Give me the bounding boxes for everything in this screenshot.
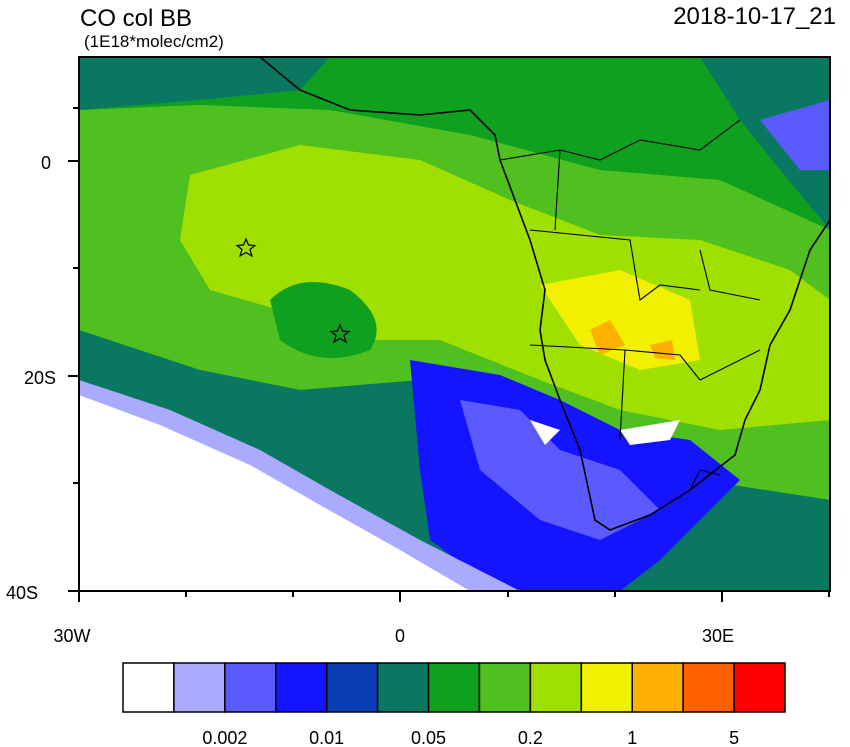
field [79, 57, 830, 591]
lat-label: 40S [6, 583, 38, 603]
colorbar-label: 0.2 [518, 728, 543, 747]
coastline [259, 57, 830, 531]
stars [235, 237, 351, 344]
colorbar-box [427, 662, 481, 713]
colorbar-box [631, 662, 684, 713]
colorbar-label: 1 [627, 728, 637, 747]
colorbar-box [580, 662, 633, 713]
field-teal-ne [700, 57, 830, 230]
lat-label: 0 [41, 153, 51, 173]
lon-label: 30W [53, 626, 90, 646]
colorbar-box [529, 662, 583, 713]
title: CO col BB [80, 5, 192, 32]
field-white-patch [530, 420, 680, 445]
field-teal-north [79, 57, 330, 110]
borders [499, 119, 761, 491]
colorbar-box [122, 662, 175, 713]
colorbar-box [325, 662, 379, 713]
colorbar-box [478, 662, 532, 713]
field-green-eddy [270, 282, 377, 358]
colorbar-box [224, 662, 277, 713]
colorbar-box [376, 662, 430, 713]
colorbar: 0.002 0.01 0.05 0.2 1 5 [122, 662, 786, 747]
colorbar-label: 5 [729, 728, 739, 747]
colorbar-box [682, 662, 735, 713]
colorbar-box [733, 662, 786, 713]
colorbar-label: 0.01 [309, 728, 344, 747]
field-blue-ne [760, 100, 830, 170]
lon-label: 30E [702, 626, 734, 646]
colorbar-label: 0.002 [202, 728, 247, 747]
colorbar-box [275, 662, 328, 713]
plot-frame [78, 56, 831, 592]
field-orange [590, 320, 675, 360]
field-midblue [460, 400, 660, 540]
timestamp: 2018-10-17_21 [673, 3, 836, 30]
lon-label: 0 [395, 626, 405, 646]
ticks [68, 107, 830, 602]
colorbar-label: 0.05 [411, 728, 446, 747]
colorbar-box [173, 662, 226, 713]
units: (1E18*molec/cm2) [84, 32, 224, 51]
lat-label: 20S [24, 368, 56, 388]
field-white [79, 395, 470, 591]
